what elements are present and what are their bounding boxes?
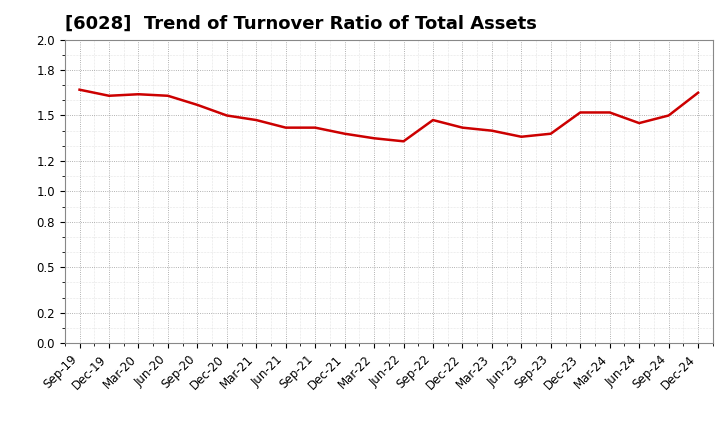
Text: [6028]  Trend of Turnover Ratio of Total Assets: [6028] Trend of Turnover Ratio of Total … <box>65 15 536 33</box>
